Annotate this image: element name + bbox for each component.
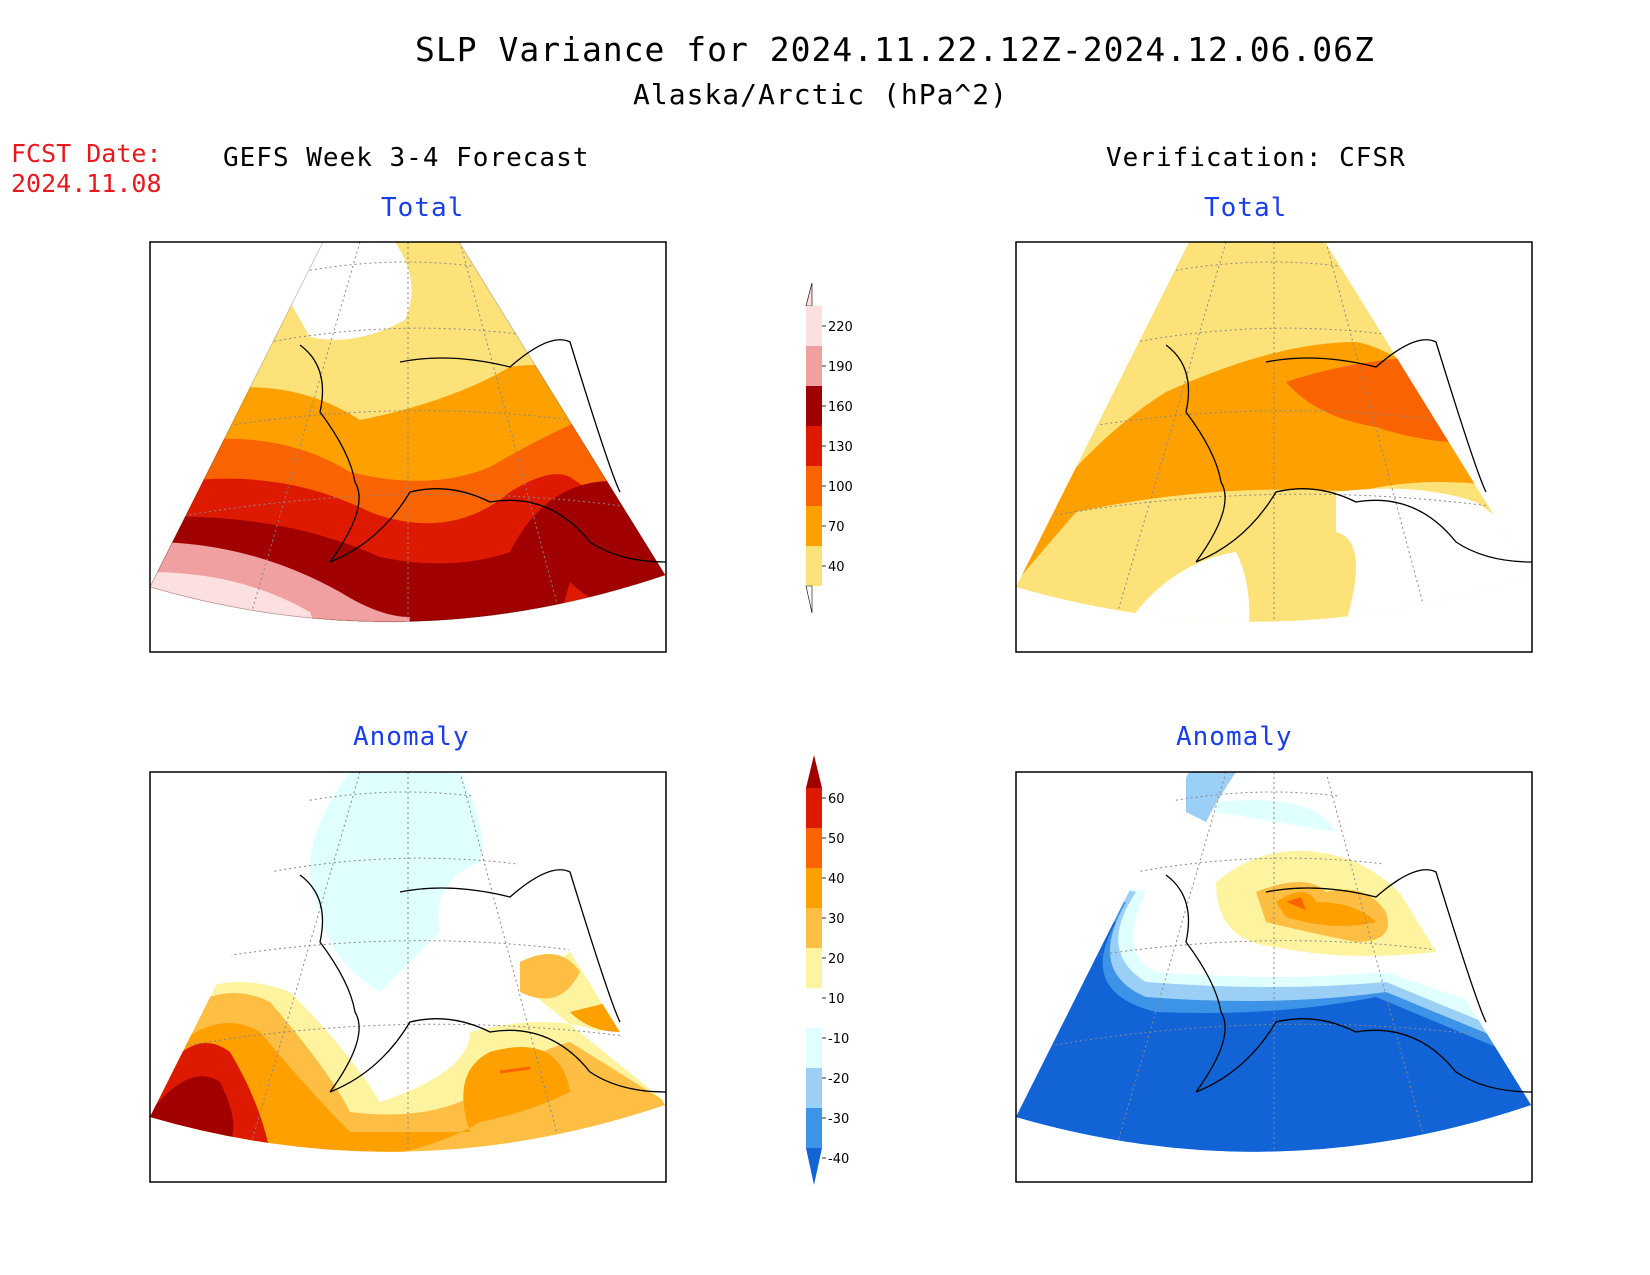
colorbar-anomaly-tick: 10: [828, 992, 845, 1007]
column-title-forecast: GEFS Week 3-4 Forecast: [223, 143, 590, 173]
colorbar-total-tick: 70: [828, 520, 845, 535]
map-verification-anomaly: [1015, 771, 1533, 1183]
main-subtitle: Alaska/Arctic (hPa^2): [633, 78, 1009, 111]
fcst-date-value: 2024.11.08: [11, 169, 162, 198]
map-forecast-anomaly: [149, 771, 667, 1183]
colorbar-anomaly-tick: 50: [828, 832, 845, 847]
panel-label-forecast-total: Total: [381, 193, 465, 223]
fcst-date-label: FCST Date:: [11, 139, 162, 168]
colorbar-total-tick: 220: [828, 320, 853, 335]
colorbar-anomaly-tick: -30: [828, 1112, 849, 1127]
colorbar-anomaly-tick: 40: [828, 872, 845, 887]
main-title: SLP Variance for 2024.11.22.12Z-2024.12.…: [415, 30, 1375, 69]
colorbar-total-tick: 130: [828, 440, 853, 455]
panel-label-verification-anomaly: Anomaly: [1176, 722, 1293, 752]
colorbar-total: 220 190 160 130 100 70 40: [805, 282, 853, 614]
colorbar-anomaly-tick: 30: [828, 912, 845, 927]
map-forecast-total: [149, 241, 667, 653]
colorbar-total-tick: 40: [828, 560, 845, 575]
colorbar-anomaly-tick: -20: [828, 1072, 849, 1087]
colorbar-total-tick: 100: [828, 480, 853, 495]
colorbar-anomaly-tick: 60: [828, 792, 845, 807]
panel-label-forecast-anomaly: Anomaly: [353, 722, 470, 752]
column-title-verification: Verification: CFSR: [1106, 143, 1406, 173]
panel-label-verification-total: Total: [1204, 193, 1288, 223]
colorbar-anomaly-tick: -10: [828, 1032, 849, 1047]
colorbar-total-tick: 190: [828, 360, 853, 375]
map-verification-total: [1015, 241, 1533, 653]
colorbar-anomaly: 60 50 40 30 20 10 -10 -20 -30 -40: [806, 755, 849, 1185]
colorbar-anomaly-tick: -40: [828, 1152, 849, 1167]
colorbar-anomaly-tick: 20: [828, 952, 845, 967]
colorbar-total-tick: 160: [828, 400, 853, 415]
